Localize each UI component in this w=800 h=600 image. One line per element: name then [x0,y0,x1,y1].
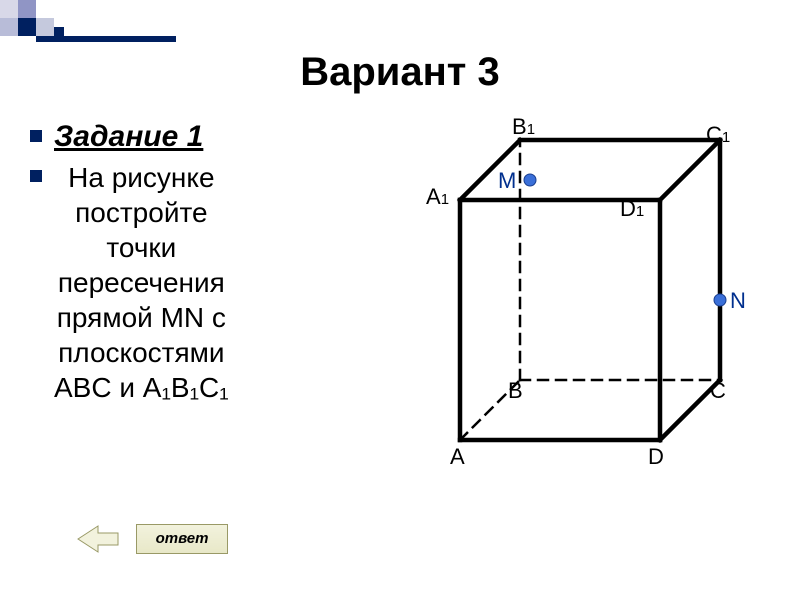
bullet-icon [30,170,42,182]
task-line: ABC и A₁B₁C₁ [54,372,229,403]
label-D1: D1 [620,196,644,222]
page-title: Вариант 3 [0,50,800,95]
prev-arrow-button[interactable] [76,522,120,556]
task-line: плоскостями [58,337,224,368]
label-A: A [450,444,465,470]
label-N: N [730,288,746,314]
task-body: На рисунке постройте точки пересечения п… [54,160,229,405]
task-line: пересечения [58,267,225,298]
task-line: точки [106,232,176,263]
label-D: D [648,444,664,470]
label-A1: A1 [426,184,449,210]
task-line: прямой MN с [57,302,226,333]
label-B: B [508,378,523,404]
cube-svg [400,120,750,480]
label-B1: B1 [512,114,535,140]
task-block: Задание 1 На рисунке постройте точки пер… [30,120,360,411]
task-line: постройте [75,197,207,228]
corner-decoration [0,0,180,50]
label-M: M [498,168,516,194]
answer-button[interactable]: ответ [136,524,228,554]
cube-diagram: A D B C A1 D1 B1 C1 M N [400,120,750,480]
label-C1: C1 [706,122,730,148]
label-C: C [710,378,726,404]
task-heading: Задание 1 [54,120,203,154]
task-line: На рисунке [68,162,214,193]
bullet-icon [30,130,42,142]
